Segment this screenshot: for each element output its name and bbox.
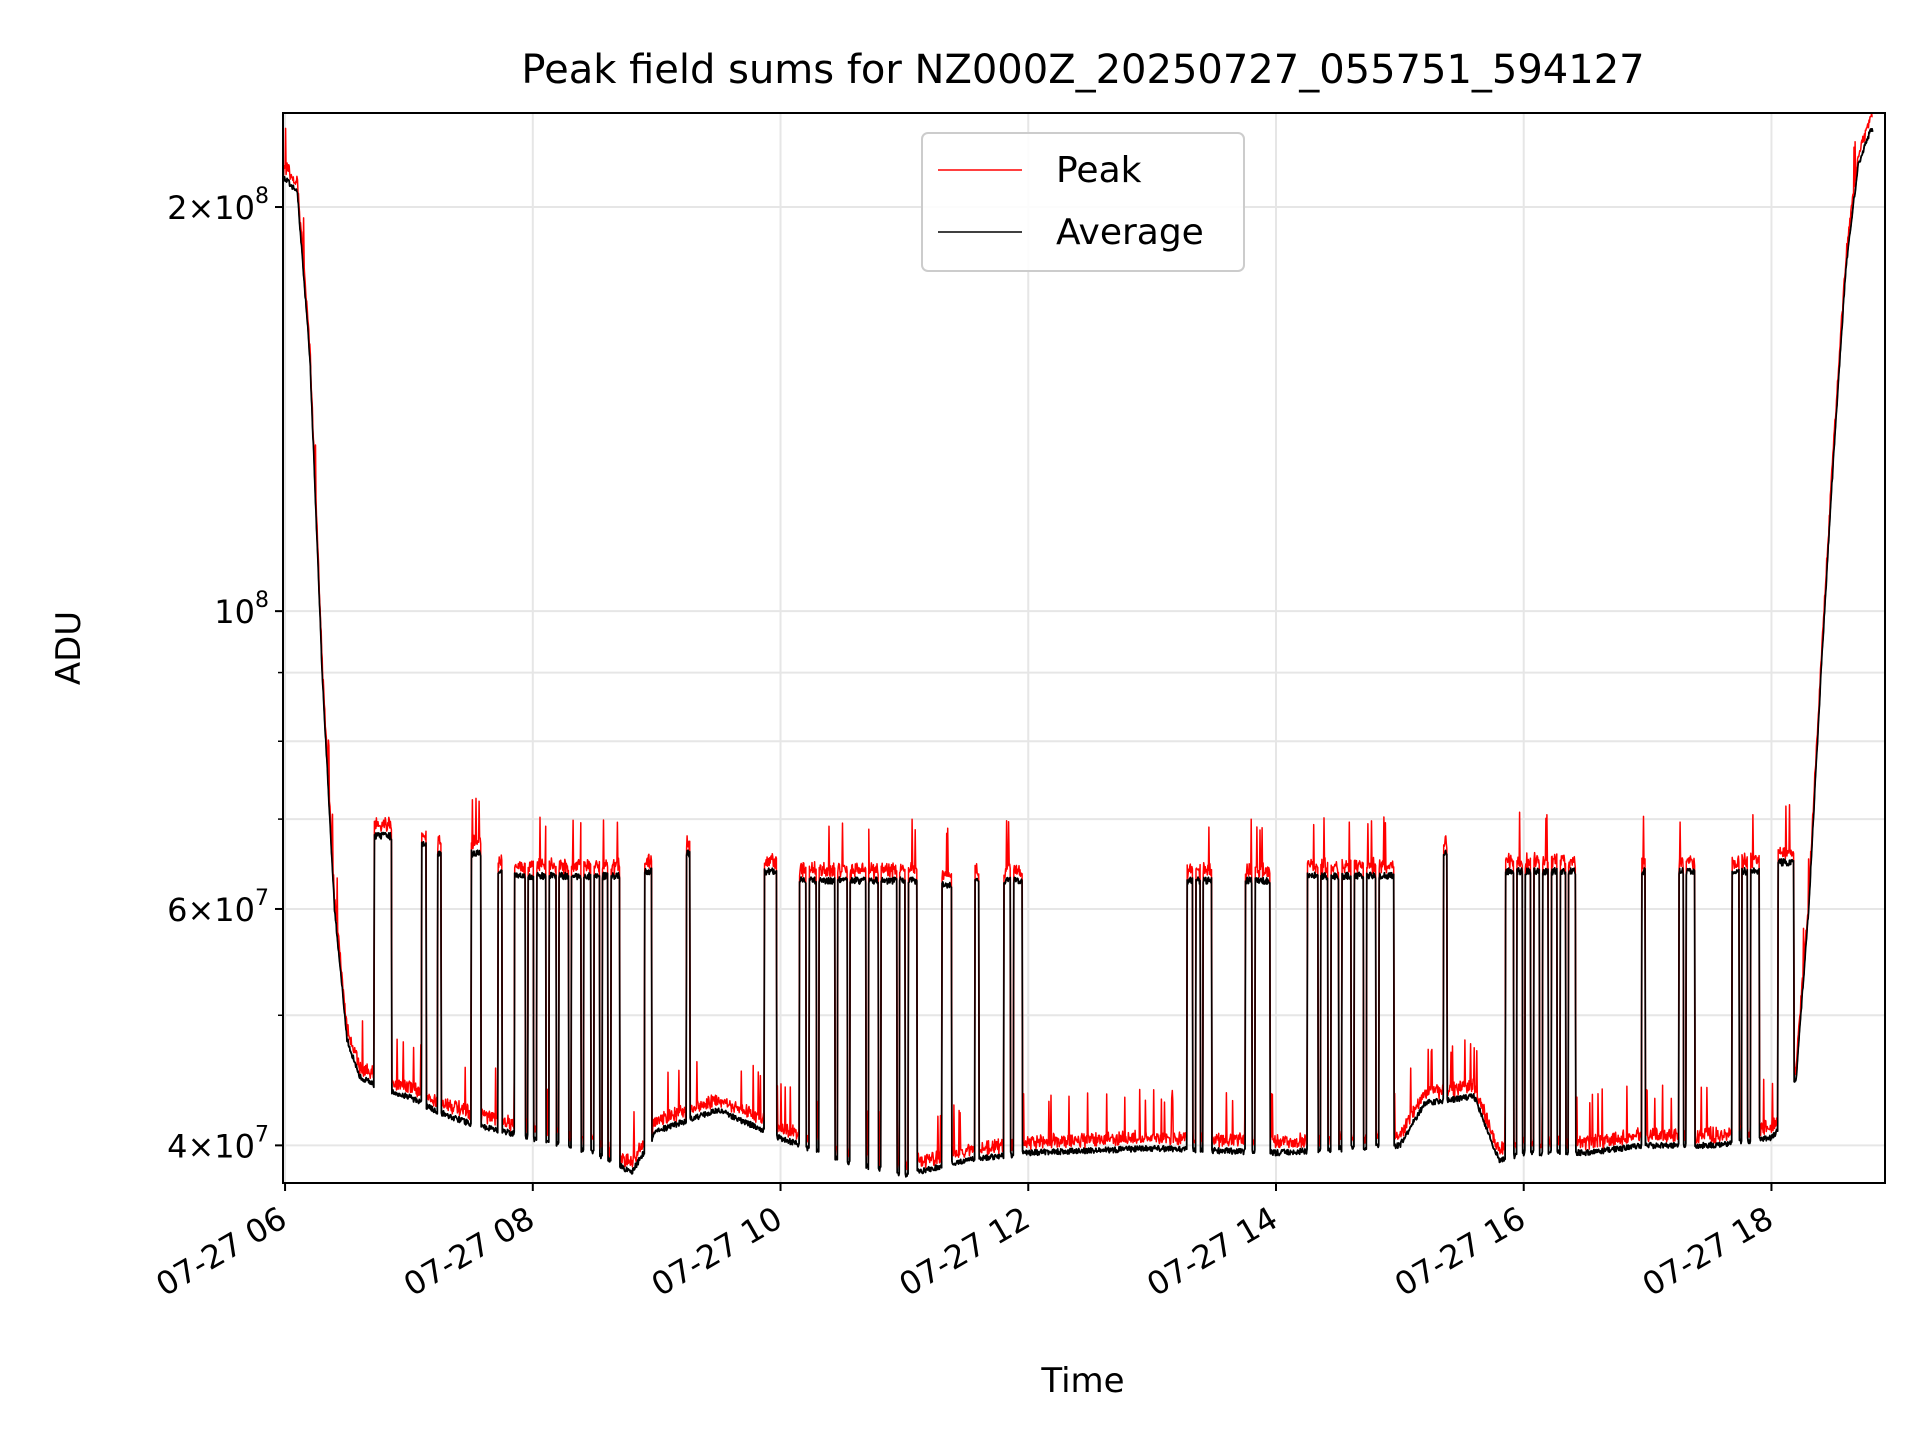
y-tick-label: 2×108 [167, 184, 269, 227]
legend: Peak Average [921, 132, 1245, 272]
series-peak-line [282, 112, 1873, 1171]
legend-label-peak: Peak [1056, 150, 1142, 191]
plot-frame [282, 112, 1886, 1184]
y-axis-label: ADU [49, 611, 89, 685]
y-tick-label: 6×107 [167, 886, 269, 929]
series-average-line-top [282, 128, 1874, 1178]
legend-label-average: Average [1056, 212, 1204, 253]
chart-title: Peak field sums for NZ000Z_20250727_0557… [521, 47, 1644, 93]
series-peak-group [282, 112, 1873, 1171]
x-axis-label: Time [1040, 1361, 1124, 1401]
y-axis-ticks: 4×107 6×107 108 2×108 [167, 184, 283, 1165]
series-average-overlay [282, 128, 1874, 1178]
legend-box [921, 132, 1245, 272]
y-tick-label: 4×107 [167, 1122, 269, 1165]
y-tick-label: 108 [214, 588, 269, 631]
